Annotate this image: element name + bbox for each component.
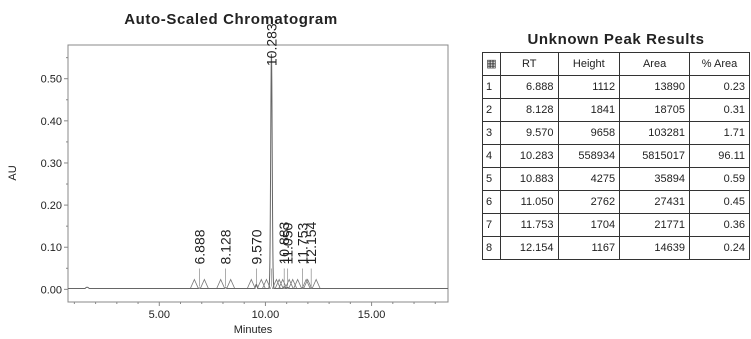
column-header-height: Height bbox=[557, 52, 621, 76]
results-title: Unknown Peak Results bbox=[527, 31, 705, 48]
chart-title: Auto-Scaled Chromatogram bbox=[124, 11, 338, 28]
table-corner-cell[interactable]: ▦ bbox=[482, 52, 501, 76]
x-tick-label: 5.00 bbox=[149, 309, 170, 321]
peak-height: 4275 bbox=[557, 167, 621, 191]
chromatogram-chart: Auto-Scaled Chromatogram 0.00 0.10 0.20 0.3… bbox=[7, 11, 449, 336]
peak-rt: 8.128 bbox=[500, 98, 559, 122]
y-tick-label: 0.00 bbox=[41, 284, 62, 296]
table-row[interactable]: 6 11.050 2762 27431 0.45 bbox=[482, 190, 750, 214]
table-grid-icon: ▦ bbox=[486, 58, 497, 70]
chromatogram-trace bbox=[68, 53, 448, 290]
y-tick-label: 0.10 bbox=[41, 242, 62, 254]
peak-rt-label: 6.888 bbox=[191, 229, 207, 264]
peak-index: 2 bbox=[482, 98, 501, 122]
y-axis-label: AU bbox=[7, 165, 19, 180]
y-tick-label: 0.30 bbox=[41, 158, 62, 170]
plot-frame bbox=[67, 44, 449, 303]
peak-height: 1112 bbox=[557, 75, 621, 99]
peak-pct-area: 0.36 bbox=[689, 213, 750, 237]
table-row[interactable]: 3 9.570 9658 103281 1.71 bbox=[482, 121, 750, 145]
peak-area: 5815017 bbox=[619, 144, 691, 168]
peak-index: 4 bbox=[482, 144, 501, 168]
peak-pct-area: 96.11 bbox=[689, 144, 750, 168]
peak-labels: 6.888 8.128 9.570 10.283 10.88311.05011.7531… bbox=[191, 23, 319, 264]
peak-index: 6 bbox=[482, 190, 501, 214]
x-tick-label: 15.00 bbox=[358, 309, 386, 321]
table-row[interactable]: 2 8.128 1841 18705 0.31 bbox=[482, 98, 750, 122]
peak-end-marker bbox=[311, 278, 321, 289]
peak-start-marker bbox=[246, 278, 256, 289]
peak-index: 5 bbox=[482, 167, 501, 191]
peak-pct-area: 0.45 bbox=[689, 190, 750, 214]
peak-rt-label: 11.753 bbox=[295, 223, 311, 265]
peak-area: 27431 bbox=[619, 190, 691, 214]
peak-results-table: ▦ RT Height Area % Area 1 6.888 1112 13890 0… bbox=[482, 52, 750, 260]
peak-rt-label: 11.050 bbox=[280, 223, 296, 265]
column-header-pct-area: % Area bbox=[689, 52, 750, 76]
y-axis: 0.00 0.10 0.20 0.30 0.40 0.50 bbox=[41, 57, 68, 296]
table-row[interactable]: 8 12.154 1167 14639 0.24 bbox=[482, 236, 750, 260]
peak-height: 2762 bbox=[557, 190, 621, 214]
table-row[interactable]: 4 10.283 558934 5815017 96.11 bbox=[482, 144, 750, 168]
peak-end-marker bbox=[303, 278, 313, 289]
peak-pct-area: 0.59 bbox=[689, 167, 750, 191]
peak-area: 21771 bbox=[619, 213, 691, 237]
peak-rt-label: 10.883 bbox=[276, 221, 292, 264]
peak-rt: 11.050 bbox=[500, 190, 559, 214]
table-row[interactable]: 7 11.753 1704 21771 0.36 bbox=[482, 213, 750, 237]
y-tick-label: 0.40 bbox=[41, 116, 62, 128]
peak-index: 1 bbox=[482, 75, 501, 99]
peak-rt: 11.753 bbox=[500, 213, 559, 237]
peak-area: 103281 bbox=[619, 121, 691, 145]
peak-rt: 12.154 bbox=[500, 236, 559, 260]
peak-rt: 9.570 bbox=[500, 121, 559, 145]
y-tick-label: 0.20 bbox=[41, 200, 62, 212]
peak-height: 558934 bbox=[557, 144, 621, 168]
peak-rt-label: 12.154 bbox=[303, 221, 319, 264]
x-axis-label: Minutes bbox=[234, 324, 273, 336]
peak-rt: 10.883 bbox=[500, 167, 559, 191]
peak-start-marker bbox=[301, 278, 311, 289]
peak-end-marker bbox=[199, 278, 209, 289]
table-header-row: ▦ RT Height Area % Area bbox=[482, 52, 750, 76]
column-header-area: Area bbox=[619, 52, 691, 76]
peak-area: 35894 bbox=[619, 167, 691, 191]
peak-rt: 6.888 bbox=[500, 75, 559, 99]
table-row[interactable]: 5 10.883 4275 35894 0.59 bbox=[482, 167, 750, 191]
y-tick-label: 0.50 bbox=[41, 74, 62, 86]
peak-pct-area: 0.24 bbox=[689, 236, 750, 260]
x-tick-label: 10.00 bbox=[252, 309, 280, 321]
peak-rt: 10.283 bbox=[500, 144, 559, 168]
peak-height: 1167 bbox=[557, 236, 621, 260]
peak-end-marker bbox=[226, 278, 236, 289]
peak-index: 3 bbox=[482, 121, 501, 145]
peak-index: 8 bbox=[482, 236, 501, 260]
peak-results-panel: Unknown Peak Results ▦ RT Height Area % … bbox=[482, 30, 750, 260]
peak-start-marker bbox=[216, 278, 226, 289]
peak-rt-label: 9.570 bbox=[248, 229, 264, 264]
peak-area: 14639 bbox=[619, 236, 691, 260]
column-header-rt: RT bbox=[500, 52, 559, 76]
peak-pct-area: 0.31 bbox=[689, 98, 750, 122]
peak-rt-label: 10.283 bbox=[263, 23, 279, 66]
peak-height: 9658 bbox=[557, 121, 621, 145]
peak-height: 1704 bbox=[557, 213, 621, 237]
peak-start-marker bbox=[189, 278, 199, 289]
peak-area: 18705 bbox=[619, 98, 691, 122]
table-row[interactable]: 1 6.888 1112 13890 0.23 bbox=[482, 75, 750, 99]
peak-pct-area: 0.23 bbox=[689, 75, 750, 99]
peak-rt-label: 8.128 bbox=[218, 229, 234, 264]
peak-height: 1841 bbox=[557, 98, 621, 122]
peak-area: 13890 bbox=[619, 75, 691, 99]
peak-index: 7 bbox=[482, 213, 501, 237]
peak-pct-area: 1.71 bbox=[689, 121, 750, 145]
x-axis: 5.00 10.00 15.00 bbox=[73, 302, 436, 321]
